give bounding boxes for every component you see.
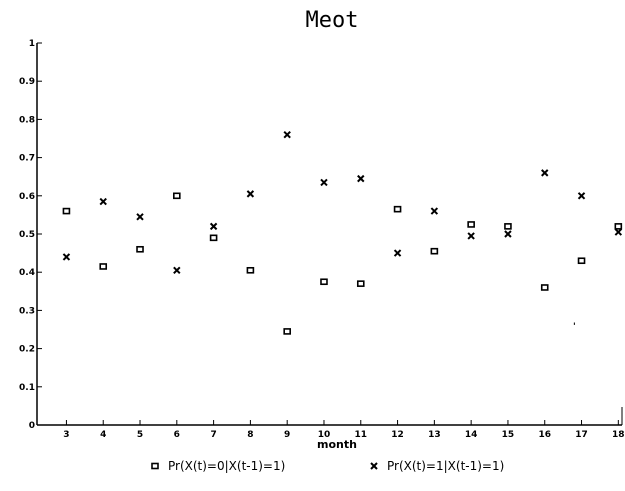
x-point bbox=[393, 249, 402, 257]
square-point bbox=[173, 192, 181, 200]
y-tick-label: 0.6 bbox=[19, 192, 35, 202]
y-tick-label: 0.3 bbox=[19, 306, 35, 316]
square-point bbox=[614, 223, 623, 230]
y-tick-label: 0.1 bbox=[19, 383, 35, 393]
x-marker-stroke bbox=[320, 178, 328, 187]
legend-entry-label: Pr(X(t)=0|X(t-1)=1) bbox=[168, 459, 285, 473]
square-point bbox=[320, 278, 328, 286]
square-point bbox=[393, 205, 402, 213]
square-point bbox=[246, 266, 255, 274]
square-point bbox=[540, 284, 549, 291]
x-point bbox=[62, 253, 71, 261]
x-marker-stroke bbox=[577, 192, 586, 200]
x-point bbox=[430, 207, 439, 215]
y-tick-label: 0.2 bbox=[19, 345, 35, 355]
x-tick-label: 4 bbox=[100, 430, 106, 440]
x-marker-stroke bbox=[393, 249, 402, 257]
legend: Pr(X(t)=0|X(t-1)=1) Pr(X(t)=1|X(t-1)=1) bbox=[151, 459, 504, 473]
x-point bbox=[577, 192, 586, 200]
x-marker-stroke bbox=[136, 213, 144, 221]
y-tick-label: 0 bbox=[29, 421, 35, 431]
x-tick-label: 17 bbox=[575, 430, 588, 440]
x-point bbox=[357, 174, 365, 183]
x-tick-label: 15 bbox=[502, 430, 515, 440]
x-point bbox=[320, 178, 328, 187]
x-marker-stroke bbox=[614, 228, 623, 236]
x-marker-stroke bbox=[467, 232, 475, 240]
legend-entry-label: Pr(X(t)=1|X(t-1)=1) bbox=[387, 459, 504, 473]
x-marker-stroke bbox=[62, 253, 71, 261]
x-tick-label: 9 bbox=[284, 430, 290, 440]
x-marker-stroke bbox=[99, 197, 107, 206]
x-marker-stroke bbox=[504, 230, 512, 238]
square-point bbox=[62, 207, 71, 215]
x-axis: 3 4 5 6 7 8 9 10 11 12 13 14 15 16 17 18 bbox=[63, 420, 625, 440]
x-tick-label: 12 bbox=[391, 430, 404, 440]
x-tick-label: 8 bbox=[247, 430, 253, 440]
x-point bbox=[99, 197, 107, 206]
y-tick-label: 0.9 bbox=[19, 77, 35, 87]
x-marker-stroke bbox=[173, 266, 181, 274]
y-tick-label: 0.7 bbox=[19, 154, 35, 164]
y-axis: 0 0.1 0.2 0.3 0.4 0.5 0.6 0.7 0.8 0.9 1 bbox=[19, 39, 42, 431]
x-point bbox=[614, 228, 623, 236]
x-tick-label: 16 bbox=[538, 430, 551, 440]
square-point bbox=[467, 221, 475, 228]
x-marker-stroke bbox=[357, 174, 365, 183]
x-point bbox=[541, 169, 549, 177]
x-tick-label: 11 bbox=[355, 430, 368, 440]
x-marker-stroke bbox=[430, 207, 439, 215]
chart-title: Meot bbox=[306, 8, 359, 33]
x-tick-label: 6 bbox=[174, 430, 180, 440]
legend-x-marker bbox=[370, 462, 378, 470]
square-point bbox=[99, 263, 108, 270]
x-marker-stroke bbox=[370, 462, 378, 470]
x-marker-stroke bbox=[246, 190, 255, 198]
x-point bbox=[246, 190, 255, 198]
x-axis-label: month bbox=[317, 438, 357, 451]
x-tick-label: 14 bbox=[465, 430, 478, 440]
x-tick-label: 3 bbox=[63, 430, 69, 440]
x-tick-label: 10 bbox=[318, 430, 331, 440]
x-point bbox=[173, 266, 181, 274]
y-tick-label: 0.4 bbox=[19, 268, 35, 278]
square-point bbox=[136, 245, 144, 253]
plot-frame bbox=[36, 43, 623, 426]
square-point bbox=[356, 280, 365, 287]
square-point bbox=[209, 234, 218, 242]
y-tick-label: 0.8 bbox=[19, 115, 35, 125]
x-marker-stroke bbox=[283, 130, 291, 139]
x-marker-stroke bbox=[541, 169, 549, 177]
square-point bbox=[283, 328, 291, 335]
data-points bbox=[62, 130, 623, 335]
legend-square-marker bbox=[151, 462, 159, 470]
square-point bbox=[577, 257, 586, 265]
x-tick-label: 5 bbox=[137, 430, 143, 440]
x-point bbox=[209, 222, 218, 231]
square-point bbox=[430, 247, 439, 255]
y-tick-label: 1 bbox=[29, 39, 35, 49]
x-tick-label: 7 bbox=[210, 430, 216, 440]
square-point bbox=[504, 223, 512, 230]
x-tick-label: 13 bbox=[428, 430, 441, 440]
y-tick-label: 0.5 bbox=[19, 230, 35, 240]
annotation-mark: ' bbox=[573, 322, 576, 332]
x-point bbox=[136, 213, 144, 221]
x-point bbox=[283, 130, 291, 139]
x-point bbox=[467, 232, 475, 240]
x-tick-label: 18 bbox=[612, 430, 625, 440]
x-point bbox=[504, 230, 512, 238]
x-marker-stroke bbox=[209, 222, 218, 231]
